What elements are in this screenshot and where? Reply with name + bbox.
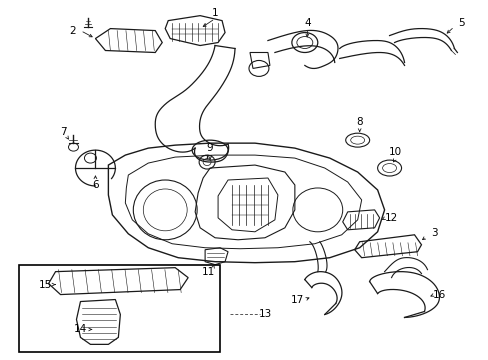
Text: 8: 8	[356, 117, 362, 127]
Text: 12: 12	[384, 213, 397, 223]
Text: 13: 13	[258, 310, 271, 319]
Text: 11: 11	[201, 267, 214, 276]
Text: 10: 10	[388, 147, 401, 157]
Bar	[19, 265, 220, 352]
Text: 1: 1	[211, 8, 218, 18]
Text: 7: 7	[60, 127, 67, 137]
Text: 16: 16	[432, 289, 445, 300]
Text: 15: 15	[39, 280, 52, 289]
Text: 3: 3	[430, 228, 437, 238]
Text: 4: 4	[304, 18, 310, 28]
Text: 9: 9	[206, 143, 213, 153]
Text: 2: 2	[69, 26, 76, 36]
Text: 17: 17	[291, 294, 304, 305]
Text: 14: 14	[74, 324, 87, 334]
Text: 5: 5	[457, 18, 464, 28]
Text: 6: 6	[92, 180, 99, 190]
